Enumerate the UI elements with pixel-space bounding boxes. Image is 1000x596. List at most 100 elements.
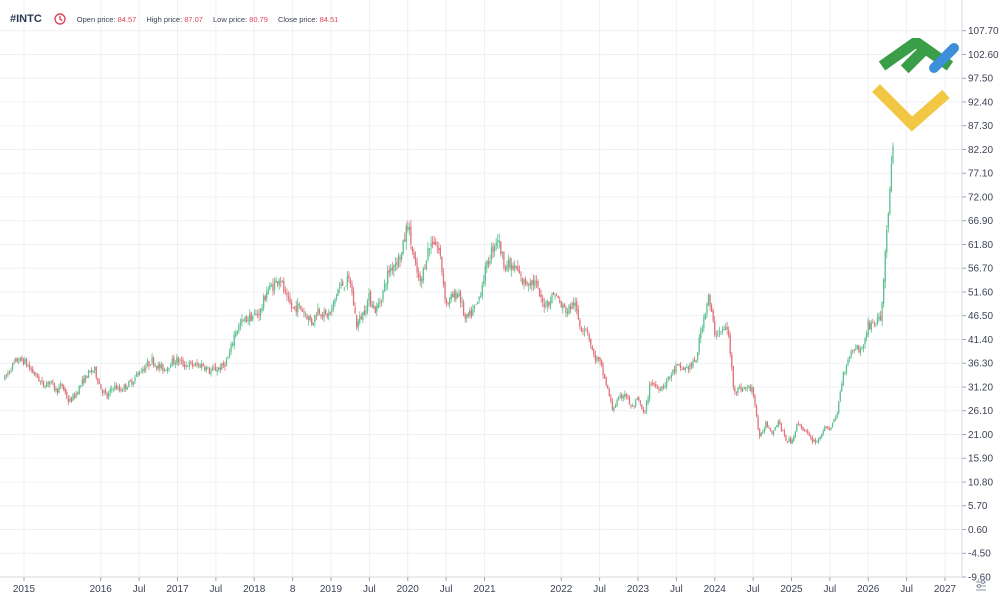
candle-down (621, 394, 623, 398)
candle-up (393, 265, 395, 272)
candle-up (661, 386, 663, 390)
x-tick-label: 2025 (780, 584, 803, 595)
candle-down (25, 359, 28, 366)
candle-up (408, 227, 411, 230)
candle-up (188, 362, 190, 367)
candle-down (129, 380, 132, 382)
candle-down (521, 277, 524, 285)
candle-up (776, 426, 778, 428)
candle-down (67, 398, 70, 402)
close-price-value: 84.51 (319, 14, 339, 24)
candle-up (692, 360, 694, 368)
candle-up (89, 371, 91, 372)
candle-up (852, 350, 854, 352)
candle-up (765, 422, 767, 429)
clock-icon[interactable] (54, 13, 66, 25)
candle-down (710, 305, 713, 312)
candle-up (387, 271, 389, 285)
candle-up (834, 417, 837, 421)
candle-down (563, 303, 566, 307)
x-tick-label: 2026 (857, 584, 880, 595)
candle-up (831, 422, 834, 428)
candle-up (838, 401, 840, 414)
candle-up (394, 263, 397, 267)
candle-up (103, 391, 105, 393)
candle-up (777, 420, 779, 428)
candle-down (520, 274, 522, 277)
y-tick-label: 41.40 (968, 335, 993, 346)
candle-up (875, 323, 877, 324)
candle-up (859, 348, 862, 353)
candle-down (504, 267, 507, 270)
candle-down (628, 397, 631, 405)
candle-up (176, 357, 178, 365)
candle-up (501, 251, 504, 254)
candle-down (363, 310, 366, 315)
y-tick-label: 21.00 (968, 430, 993, 441)
candle-up (528, 284, 530, 286)
candle-down (679, 364, 682, 368)
candle-down (329, 311, 331, 314)
candle-down (396, 262, 398, 265)
candle-down (351, 284, 353, 293)
candle-down (356, 314, 358, 328)
candle-up (218, 367, 220, 370)
candle-down (676, 364, 679, 366)
candle-up (278, 280, 280, 286)
candle-up (430, 243, 432, 247)
candle-up (883, 279, 885, 304)
y-tick-label: 56.70 (968, 264, 993, 275)
candle-up (207, 367, 209, 369)
candle-down (190, 361, 192, 363)
candle-down (526, 283, 528, 285)
candle-down (224, 364, 226, 367)
candle-up (81, 379, 83, 385)
candle-up (751, 387, 753, 393)
candle-up (170, 366, 172, 368)
candle-down (213, 367, 215, 369)
candle-up (382, 290, 384, 301)
candle-up (473, 305, 476, 309)
candle-down (276, 281, 279, 285)
y-tick-label: 26.10 (968, 406, 993, 417)
low-price-value: 80.79 (249, 14, 268, 24)
candle-down (280, 281, 282, 283)
candle-down (95, 366, 97, 378)
candle-down (222, 363, 225, 366)
candle-up (738, 387, 741, 389)
candle-up (281, 280, 283, 282)
candle-up (772, 431, 775, 435)
candle-up (307, 316, 310, 321)
candle-down (64, 388, 66, 393)
candle-down (438, 247, 440, 251)
candle-up (689, 364, 691, 370)
candle-up (323, 311, 325, 319)
candle-up (46, 383, 48, 387)
candle-up (263, 296, 265, 308)
candle-up (466, 314, 468, 319)
company-logo (872, 38, 959, 132)
candle-down (419, 275, 421, 281)
settings-icon[interactable] (974, 578, 988, 592)
candle-down (442, 273, 445, 285)
candle-up (35, 372, 37, 374)
candle-down (608, 388, 610, 397)
candle-down (104, 389, 107, 394)
candle-up (135, 373, 138, 377)
candle-up (314, 314, 316, 323)
low-price-field: Low price: 80.79 (213, 15, 268, 24)
candle-up (244, 316, 246, 322)
candle-up (166, 367, 169, 372)
candle-series (4, 142, 894, 445)
candle-down (196, 363, 198, 366)
candle-down (42, 380, 45, 387)
candle-up (421, 278, 423, 283)
candle-down (258, 313, 260, 316)
candle-down (653, 383, 655, 385)
open-price-field: Open price: 84.57 (77, 15, 137, 24)
candle-up (154, 364, 156, 367)
candle-down (416, 262, 418, 273)
x-tick-label: 2023 (627, 584, 650, 595)
